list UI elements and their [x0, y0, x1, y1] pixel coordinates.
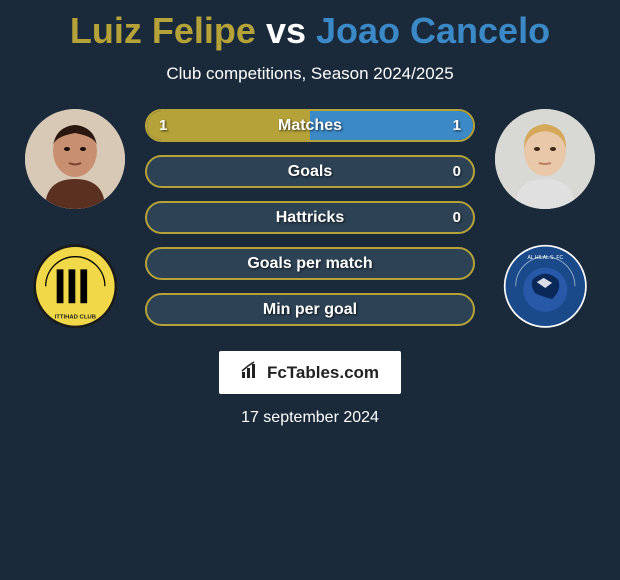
date-text: 17 september 2024 [241, 409, 379, 427]
title-player2: Joao Cancelo [316, 10, 550, 51]
stat-label: Goals per match [247, 255, 372, 273]
svg-text:ITTIHAD CLUB: ITTIHAD CLUB [54, 314, 95, 320]
stat-label: Min per goal [263, 301, 357, 319]
player1-column: ITTIHAD CLUB [20, 109, 130, 333]
stat-bar: 1 Matches 1 [145, 109, 475, 142]
comparison-row: ITTIHAD CLUB 1Matches1Goals0Hattricks0Go… [10, 109, 610, 333]
stat-label: Matches [278, 117, 342, 135]
watermark: FcTables.com [219, 351, 401, 394]
player1-avatar [25, 109, 125, 209]
stat-bar: Hattricks 0 [145, 201, 475, 234]
stats-column: 1 Matches 1 Goals 0 Hattricks 0 Goals per match… [130, 109, 490, 326]
stat-bar: Min per goal [145, 293, 475, 326]
stat-value-left: 1 [159, 117, 167, 134]
stat-bar: Goals per match [145, 247, 475, 280]
player1-club-logo: ITTIHAD CLUB [28, 239, 122, 333]
stat-label: Hattricks [276, 209, 344, 227]
title-player1: Luiz Felipe [70, 10, 256, 51]
stat-value-right: 0 [453, 209, 461, 226]
stat-bar: Goals 0 [145, 155, 475, 188]
title-vs: vs [266, 10, 306, 51]
player2-club-logo: AL HILAL S. FC [498, 239, 592, 333]
stat-value-right: 1 [453, 117, 461, 134]
watermark-text: FcTables.com [267, 363, 379, 383]
page-title: Luiz Felipe vs Joao Cancelo [70, 10, 550, 52]
subtitle: Club competitions, Season 2024/2025 [166, 64, 453, 84]
chart-icon [241, 361, 259, 384]
player2-column: AL HILAL S. FC [490, 109, 600, 333]
stat-value-right: 0 [453, 163, 461, 180]
svg-text:AL HILAL S. FC: AL HILAL S. FC [527, 255, 563, 261]
stat-label: Goals [288, 163, 332, 181]
player2-avatar [495, 109, 595, 209]
